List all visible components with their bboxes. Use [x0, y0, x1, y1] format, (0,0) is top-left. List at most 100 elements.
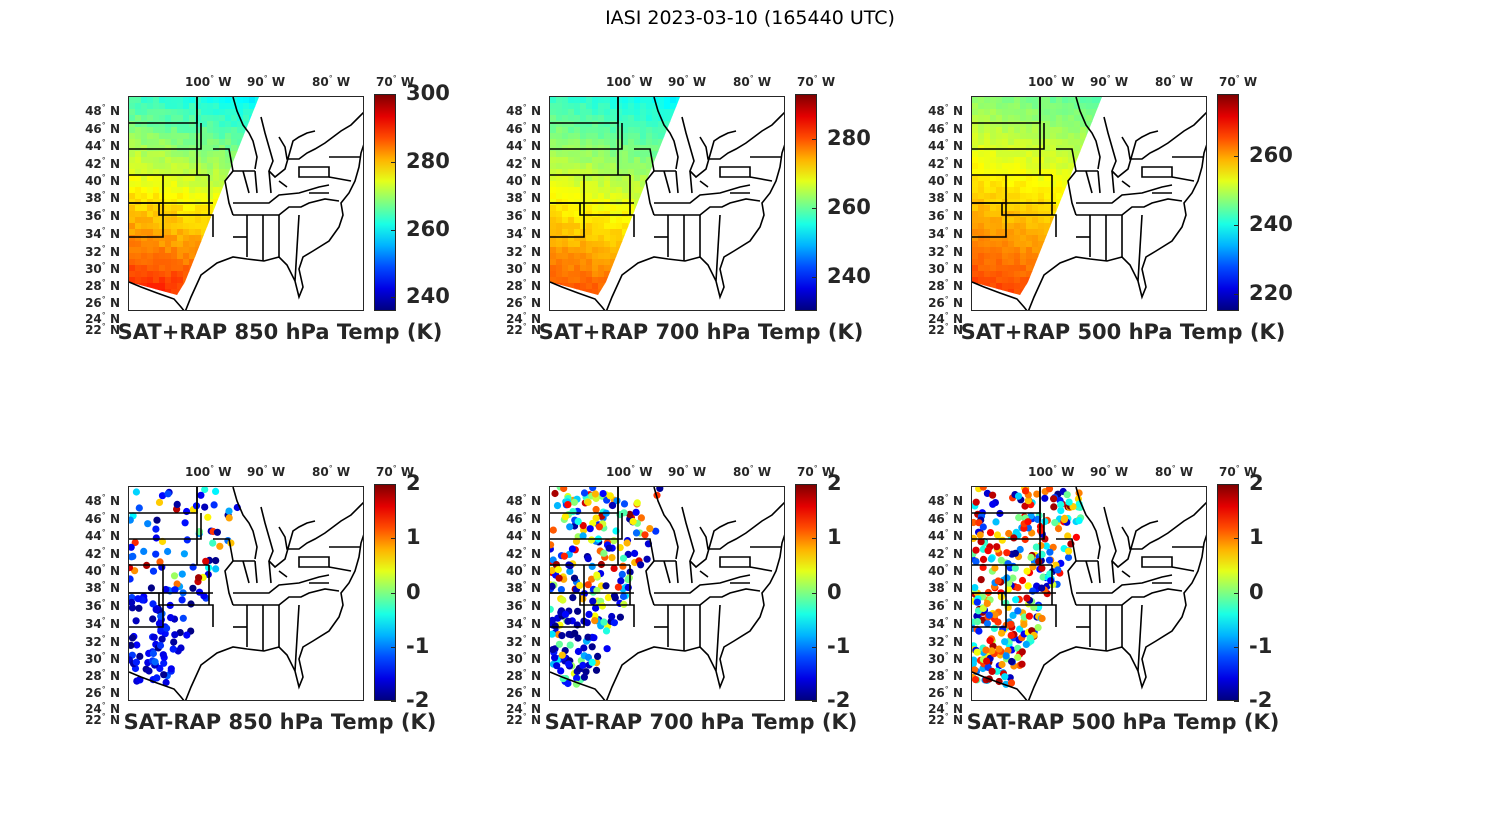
panel-title: SAT-RAP 850 hPa Temp (K): [123, 710, 437, 734]
latitude-label: 36° N: [928, 598, 963, 613]
latitude-label: 46° N: [928, 121, 963, 136]
latitude-label: 24° N: [85, 311, 120, 326]
map-area: [549, 486, 785, 701]
latitude-label: 38° N: [506, 580, 541, 595]
latitude-label: 46° N: [85, 511, 120, 526]
latitude-label: 46° N: [506, 511, 541, 526]
longitude-label: 70° W: [797, 464, 836, 479]
colorbar-tick: [812, 701, 817, 702]
latitude-label: 46° N: [506, 121, 541, 136]
state-boundaries: [550, 487, 784, 700]
longitude-label: 70° W: [376, 464, 415, 479]
difference-points: [129, 487, 241, 687]
latitude-label: 38° N: [85, 580, 120, 595]
latitude-label: 26° N: [506, 295, 541, 310]
longitude-label: 90° W: [1090, 74, 1129, 89]
longitude-label: 80° W: [1155, 74, 1194, 89]
latitude-label: 44° N: [928, 138, 963, 153]
state-boundaries: [129, 487, 363, 700]
colorbar-tick: [1234, 538, 1239, 539]
colorbar-tick-label: -1: [827, 634, 851, 658]
longitude-label: 90° W: [668, 464, 707, 479]
latitude-label: 36° N: [506, 598, 541, 613]
difference-points: [972, 487, 1085, 688]
panel-title: SAT-RAP 500 hPa Temp (K): [966, 710, 1280, 734]
map-panel-4: 100° W 90° W 80° W 70° W 48° N 46° N 44° N 42° …: [60, 446, 500, 736]
latitude-label: 26° N: [85, 295, 120, 310]
colorbar-tick-label: -2: [406, 688, 430, 712]
map-area: [128, 96, 364, 311]
latitude-label: 30° N: [85, 261, 120, 276]
map-panel-1: 100° W 90° W 80° W 70° W 48° N 46° N 44° N 42° …: [60, 56, 500, 346]
latitude-label: 24° N: [928, 701, 963, 716]
colorbar-tick: [1234, 484, 1239, 485]
latitude-label: 34° N: [506, 616, 541, 631]
panel-title: SAT+RAP 850 hPa Temp (K): [117, 320, 443, 344]
colorbar-tick-label: 0: [406, 580, 421, 604]
longitude-label: 90° W: [247, 74, 286, 89]
latitude-label: 24° N: [506, 311, 541, 326]
colorbar-tick-label: 240: [1249, 212, 1293, 236]
longitude-label: 100° W: [606, 74, 653, 89]
colorbar-tick: [812, 538, 817, 539]
colorbar-tick: [391, 701, 396, 702]
colorbar-tick: [812, 647, 817, 648]
longitude-label: 70° W: [1219, 464, 1258, 479]
latitude-label: 28° N: [928, 668, 963, 683]
figure-title: IASI 2023-03-10 (165440 UTC): [605, 7, 895, 29]
latitude-label: 40° N: [506, 173, 541, 188]
latitude-label: 48° N: [85, 493, 120, 508]
colorbar: [795, 94, 817, 311]
longitude-label: 90° W: [668, 74, 707, 89]
colorbar-tick-label: 280: [406, 149, 450, 173]
latitude-label: 40° N: [928, 563, 963, 578]
state-boundaries: [972, 487, 1206, 700]
colorbar-tick-label: -1: [1249, 634, 1273, 658]
longitude-label: 100° W: [606, 464, 653, 479]
longitude-label: 80° W: [733, 464, 772, 479]
latitude-label: 22° N: [506, 712, 541, 727]
colorbar-tick-label: 1: [406, 525, 421, 549]
latitude-label: 28° N: [85, 668, 120, 683]
latitude-label: 40° N: [85, 173, 120, 188]
panel-title: SAT+RAP 700 hPa Temp (K): [538, 320, 864, 344]
latitude-label: 32° N: [928, 634, 963, 649]
latitude-label: 42° N: [85, 156, 120, 171]
longitude-label: 80° W: [312, 74, 351, 89]
colorbar-tick: [1234, 701, 1239, 702]
us-map: [550, 487, 784, 700]
colorbar: [1217, 484, 1239, 701]
latitude-label: 36° N: [85, 208, 120, 223]
colorbar-tick-label: 300: [406, 81, 450, 105]
colorbar-tick: [1234, 225, 1239, 226]
colorbar-tick-label: 240: [827, 264, 871, 288]
colorbar-tick: [1234, 294, 1239, 295]
colorbar-tick: [1234, 156, 1239, 157]
latitude-label: 24° N: [928, 311, 963, 326]
latitude-label: 40° N: [506, 563, 541, 578]
latitude-label: 44° N: [85, 138, 120, 153]
us-map: [550, 97, 784, 310]
latitude-label: 32° N: [928, 244, 963, 259]
map-panel-3: 100° W 90° W 80° W 70° W 48° N 46° N 44° N 42° …: [903, 56, 1343, 346]
longitude-label: 70° W: [1219, 74, 1258, 89]
state-boundaries: [972, 97, 1206, 310]
latitude-label: 26° N: [85, 685, 120, 700]
latitude-label: 30° N: [85, 651, 120, 666]
colorbar-tick-label: 1: [827, 525, 842, 549]
difference-points: [550, 487, 664, 688]
colorbar: [374, 94, 396, 311]
latitude-label: 24° N: [85, 701, 120, 716]
latitude-label: 38° N: [85, 190, 120, 205]
colorbar-tick: [391, 538, 396, 539]
latitude-label: 40° N: [85, 563, 120, 578]
colorbar-tick-label: 2: [827, 471, 842, 495]
colorbar: [795, 484, 817, 701]
map-area: [971, 96, 1207, 311]
colorbar-tick-label: -2: [1249, 688, 1273, 712]
latitude-label: 44° N: [506, 138, 541, 153]
latitude-label: 36° N: [506, 208, 541, 223]
colorbar-tick-label: 0: [827, 580, 842, 604]
latitude-label: 30° N: [506, 651, 541, 666]
latitude-label: 46° N: [85, 121, 120, 136]
